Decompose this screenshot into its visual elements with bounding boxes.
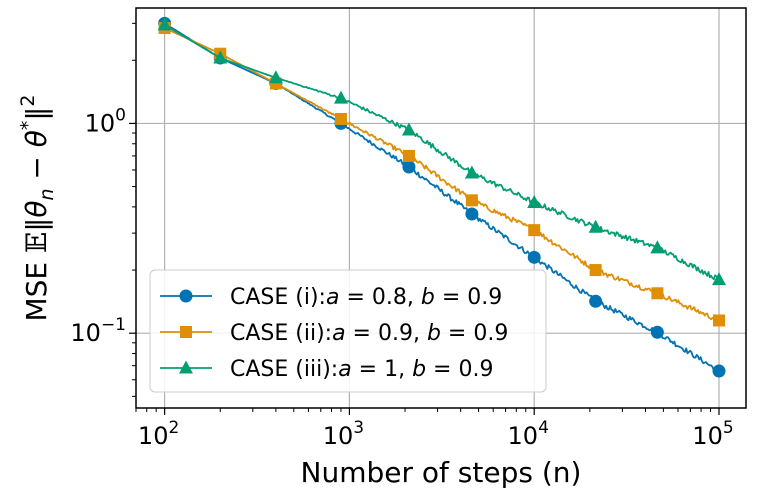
y-tick-label: 100 [85, 105, 126, 137]
x-tick-label: 104 [508, 418, 549, 450]
x-tick-label: 105 [692, 418, 733, 450]
legend-entry-3: CASE (iii):a = 1, b = 0.9 [160, 357, 493, 382]
axis-ticks: 102 103 104 105 10−1 100 [70, 22, 734, 450]
legend-box [149, 269, 547, 393]
legend-marker [179, 360, 193, 374]
legend-marker [179, 289, 193, 303]
data-point [157, 17, 172, 31]
data-point [527, 194, 542, 208]
x-axis-label: Number of steps (n) [301, 456, 582, 489]
x-tick-label: 103 [323, 418, 364, 450]
data-point [333, 90, 348, 104]
data-point [213, 50, 228, 64]
series-line-1 [164, 22, 720, 372]
data-point [465, 207, 479, 221]
data-point [650, 240, 665, 254]
legend: CASE (i):a = 0.8, b = 0.9 CASE (ii):a = 0… [149, 269, 547, 393]
legend-entry-1: CASE (i):a = 0.8, b = 0.9 [160, 285, 502, 310]
data-point [464, 165, 479, 179]
series-layer [157, 16, 726, 378]
data-point [651, 287, 664, 300]
legend-label: CASE (i):a = 0.8, b = 0.9 [230, 285, 502, 310]
data-point [334, 112, 347, 125]
series-line-2 [164, 27, 720, 321]
legend-marker [180, 326, 192, 338]
data-point [528, 224, 541, 237]
legend-label: CASE (iii):a = 1, b = 0.9 [230, 357, 493, 382]
y-tick-label: 10−1 [70, 315, 126, 347]
data-point [589, 294, 603, 308]
legend-entry-2: CASE (ii):a = 0.9, b = 0.9 [160, 321, 508, 346]
data-point [465, 194, 478, 207]
data-point [402, 160, 416, 174]
data-point [527, 250, 541, 264]
series-line-3 [164, 24, 720, 281]
data-point [268, 70, 283, 84]
legend-label: CASE (ii):a = 0.9, b = 0.9 [230, 321, 508, 346]
series-3 [157, 17, 726, 286]
data-point [589, 264, 602, 277]
data-point [712, 314, 725, 327]
plot-frame [135, 7, 747, 409]
data-point [711, 272, 726, 286]
data-point [401, 122, 416, 136]
data-point [402, 149, 415, 162]
x-tick-label: 102 [138, 418, 179, 450]
data-point [588, 219, 603, 233]
data-point [650, 325, 664, 339]
y-axis-label: MSE 𝔼‖θn − θ*‖2 [17, 94, 58, 321]
data-point [712, 364, 726, 378]
